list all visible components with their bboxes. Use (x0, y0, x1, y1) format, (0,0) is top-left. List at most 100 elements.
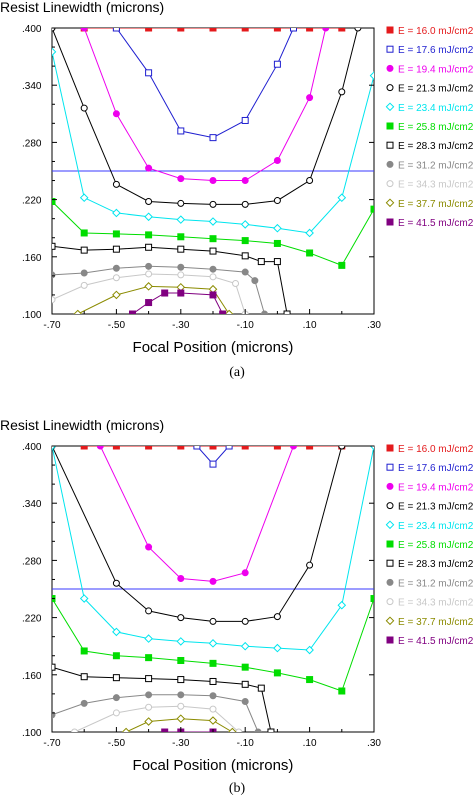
data-point (273, 258, 281, 266)
data-point (306, 249, 314, 257)
data-point (52, 446, 57, 451)
data-point (145, 198, 153, 206)
data-point (273, 28, 281, 32)
data-point (145, 446, 153, 450)
data-point (177, 28, 185, 32)
data-point (241, 680, 249, 688)
data-point (241, 697, 249, 705)
data-point (209, 28, 217, 32)
legend-marker (385, 520, 395, 530)
data-point (273, 643, 282, 653)
data-point (80, 647, 88, 655)
data-point (251, 277, 259, 285)
data-point (177, 702, 185, 710)
chart-panel-b: Resist Linewidth (microns) .100 .160 .220.… (0, 417, 474, 795)
data-point (144, 282, 153, 291)
x-tick-label: .10 (303, 320, 317, 331)
legend-item: E = 23.4 mJ/cm2 (385, 520, 474, 532)
x-tick-label: -.10 (237, 738, 255, 749)
legend-item: E = 37.7 mJ/cm2 (385, 616, 474, 628)
data-point (241, 663, 249, 671)
data-point (337, 600, 347, 610)
data-point (144, 717, 153, 726)
data-point (121, 727, 131, 732)
data-point (208, 217, 218, 226)
data-point (306, 28, 314, 32)
data-point (241, 569, 249, 577)
data-point (112, 446, 120, 450)
legend-item: E = 34.3 mJ/cm2 (386, 180, 474, 191)
data-point (145, 675, 153, 683)
data-point (241, 237, 249, 245)
data-point (80, 104, 88, 112)
legend-item: E = 31.2 mJ/cm2 (386, 578, 474, 589)
data-point (80, 246, 88, 254)
legend-label: E = 17.6 mJ/cm2 (398, 463, 474, 474)
data-point (273, 613, 281, 621)
legend-label: E = 25.8 mJ/cm2 (398, 122, 474, 133)
data-point (80, 28, 88, 32)
data-point (241, 28, 249, 32)
legend-marker (385, 102, 395, 112)
data-point (177, 245, 185, 253)
data-point (338, 446, 346, 450)
x-axis-label: Focal Position (microns) (133, 339, 294, 356)
y-tick-label: .100 (22, 728, 42, 739)
data-point (240, 220, 250, 229)
data-point (145, 243, 153, 251)
data-point (209, 577, 217, 585)
data-point (273, 223, 282, 233)
data-point (193, 446, 201, 450)
legend-marker (386, 578, 394, 586)
x-tick-label: -.70 (43, 320, 61, 331)
data-point (145, 543, 153, 551)
legend-item: E = 19.4 mJ/cm2 (386, 482, 474, 493)
data-point (338, 28, 346, 32)
legend-marker (386, 160, 394, 168)
data-point (145, 231, 153, 239)
data-point (369, 446, 374, 451)
data-point (235, 728, 243, 732)
legend-marker (386, 64, 394, 72)
data-point (145, 654, 153, 662)
data-point (144, 212, 153, 222)
data-point (145, 262, 153, 270)
x-tick-label: -.30 (172, 320, 190, 331)
legend-marker (386, 540, 394, 548)
data-point (79, 594, 89, 603)
data-point (209, 247, 217, 255)
data-point (161, 289, 169, 297)
data-point (219, 310, 227, 314)
legend-marker (386, 218, 394, 226)
data-point (177, 289, 185, 297)
data-point (112, 274, 120, 282)
chart-title: Resist Linewidth (microns) (0, 0, 164, 15)
data-point (112, 208, 121, 218)
data-point (209, 177, 217, 185)
legend-label: E = 21.3 mJ/cm2 (398, 502, 474, 513)
y-tick-label: .160 (22, 671, 42, 682)
data-point (177, 676, 185, 684)
legend-marker (386, 444, 394, 452)
legend-label: E = 23.4 mJ/cm2 (398, 521, 474, 532)
data-point (145, 299, 153, 307)
data-point (241, 116, 249, 124)
data-point (80, 699, 88, 707)
legend-item: E = 34.3 mJ/cm2 (386, 598, 474, 609)
legend-label: E = 37.7 mJ/cm2 (398, 617, 474, 628)
data-point (241, 177, 249, 185)
data-point (209, 677, 217, 685)
legend-item: E = 28.3 mJ/cm2 (386, 559, 474, 570)
data-point (209, 265, 217, 273)
data-point (241, 268, 249, 276)
data-point (176, 215, 186, 224)
data-point (290, 446, 297, 450)
data-point (112, 694, 120, 702)
y-tick-label: .160 (22, 253, 42, 264)
data-point (52, 663, 56, 671)
legend-label: E = 34.3 mJ/cm2 (398, 598, 474, 609)
data-point (306, 561, 314, 569)
data-point (145, 691, 153, 699)
legend-item: E = 41.5 mJ/cm2 (386, 218, 474, 229)
